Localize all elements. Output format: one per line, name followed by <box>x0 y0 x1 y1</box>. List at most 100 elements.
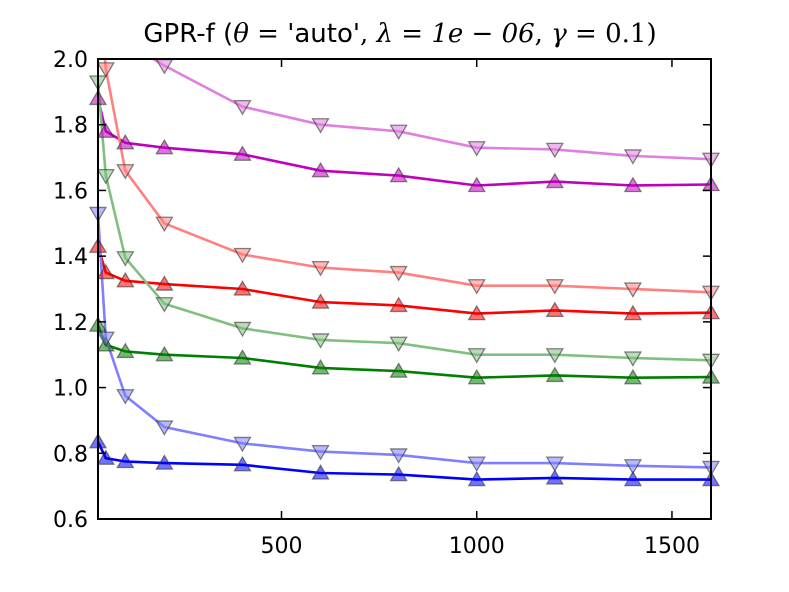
title-lambda: λ <box>376 19 393 49</box>
data-point-0-5 <box>311 118 330 134</box>
data-point-2-7 <box>467 279 486 295</box>
data-point-3-1 <box>96 263 115 280</box>
data-point-2-1 <box>96 62 115 78</box>
data-point-7-6 <box>389 465 408 482</box>
data-point-1-2 <box>116 133 135 150</box>
data-point-5-4 <box>233 349 252 365</box>
data-point-5-7 <box>467 368 486 385</box>
data-point-3-4 <box>233 280 252 296</box>
data-point-4-9 <box>623 351 643 367</box>
data-point-7-8 <box>545 469 564 485</box>
data-point-1-8 <box>545 172 564 189</box>
data-point-3-3 <box>155 275 174 291</box>
data-point-5-5 <box>311 358 330 375</box>
data-point-4-7 <box>467 348 486 364</box>
data-point-5-2 <box>116 342 135 359</box>
data-point-0-3 <box>155 58 174 75</box>
data-point-3-6 <box>389 296 408 313</box>
data-point-6-9 <box>623 459 643 475</box>
y-tick-label: 0.6 <box>53 508 88 533</box>
series-line-3 <box>98 245 711 315</box>
data-point-1-9 <box>623 176 643 193</box>
data-point-2-3 <box>155 216 174 233</box>
title-sep1: , <box>360 19 377 49</box>
data-point-6-6 <box>389 448 408 464</box>
title-gamma-val: 0.1 <box>605 19 646 49</box>
data-point-2-2 <box>116 164 135 180</box>
data-point-3-9 <box>623 304 643 321</box>
title-open: ( <box>215 19 233 49</box>
y-tick-label: 1.8 <box>53 114 88 139</box>
x-tick-label: 1500 <box>644 534 700 559</box>
data-point-7-9 <box>623 470 643 487</box>
data-point-1-3 <box>155 138 174 155</box>
data-point-4-6 <box>389 336 408 353</box>
data-point-1-6 <box>389 166 408 183</box>
data-point-4-4 <box>233 321 252 338</box>
series-line-1 <box>98 98 711 187</box>
title-sep2: , <box>535 19 552 49</box>
data-point-0-4 <box>233 99 252 116</box>
data-point-2-4 <box>233 247 252 264</box>
data-point-3-5 <box>311 293 330 309</box>
data-point-3-2 <box>116 271 135 288</box>
x-tick-label: 1000 <box>449 534 505 559</box>
title-theta-val: 'auto' <box>287 19 360 49</box>
title-lambda-eq: = <box>393 19 431 49</box>
x-tick-label: 500 <box>261 534 303 559</box>
data-point-7-3 <box>155 454 174 470</box>
series-line-5 <box>98 324 711 380</box>
y-tick-label: 1.0 <box>53 377 88 402</box>
data-point-1-1 <box>96 122 115 138</box>
data-point-2-6 <box>389 265 408 282</box>
data-point-6-8 <box>545 456 564 473</box>
data-point-7-5 <box>311 464 330 480</box>
data-point-5-6 <box>389 362 408 378</box>
axes-frame <box>97 58 712 520</box>
title-gamma-eq: = <box>567 19 605 49</box>
data-point-0-7 <box>467 141 486 157</box>
title-theta-eq: = <box>249 19 287 49</box>
data-point-2-5 <box>311 260 330 277</box>
data-point-0-9 <box>623 149 643 165</box>
data-point-4-8 <box>545 348 564 364</box>
data-point-1-4 <box>233 145 252 161</box>
data-point-3-7 <box>467 304 486 321</box>
data-point-5-9 <box>623 368 643 385</box>
data-point-7-7 <box>467 470 486 487</box>
y-tick-label: 1.2 <box>53 311 88 336</box>
title-theta: θ <box>233 19 249 49</box>
data-point-4-1 <box>96 168 115 185</box>
tick-layer: 0.6 0.8 1.0 1.2 1.4 1.6 1.8 2.0 500 1000 1500 <box>53 48 711 559</box>
data-point-4-5 <box>311 333 330 349</box>
data-point-7-2 <box>116 452 135 469</box>
data-point-6-7 <box>467 456 486 473</box>
data-point-7-4 <box>233 455 252 472</box>
data-point-5-8 <box>545 366 564 383</box>
data-point-4-2 <box>116 251 135 267</box>
data-point-1-7 <box>467 176 486 193</box>
data-point-6-2 <box>116 389 135 405</box>
y-tick-label: 2.0 <box>53 48 88 73</box>
data-point-5-3 <box>155 345 174 362</box>
y-tick-label: 0.8 <box>53 442 88 467</box>
data-point-2-9 <box>623 282 643 298</box>
title-lambda-val: 1e − 06 <box>431 19 534 49</box>
series-layer <box>98 59 711 481</box>
data-point-6-1 <box>96 331 115 348</box>
data-point-1-5 <box>311 161 330 178</box>
data-point-6-4 <box>233 436 252 453</box>
data-point-6-5 <box>311 444 330 461</box>
data-point-2-8 <box>545 279 564 295</box>
series-line-7 <box>98 441 711 481</box>
data-point-4-3 <box>155 297 174 313</box>
title-gamma: γ <box>551 19 567 49</box>
data-point-0-8 <box>545 142 564 159</box>
data-point-6-3 <box>155 420 174 436</box>
title-name: GPR-f <box>143 19 215 49</box>
data-point-7-1 <box>96 449 115 465</box>
chart-title: GPR-f (θ = 'auto', λ = 1e − 06, γ = 0.1) <box>143 19 656 49</box>
y-tick-label: 1.4 <box>53 245 88 270</box>
data-point-3-8 <box>545 301 564 318</box>
